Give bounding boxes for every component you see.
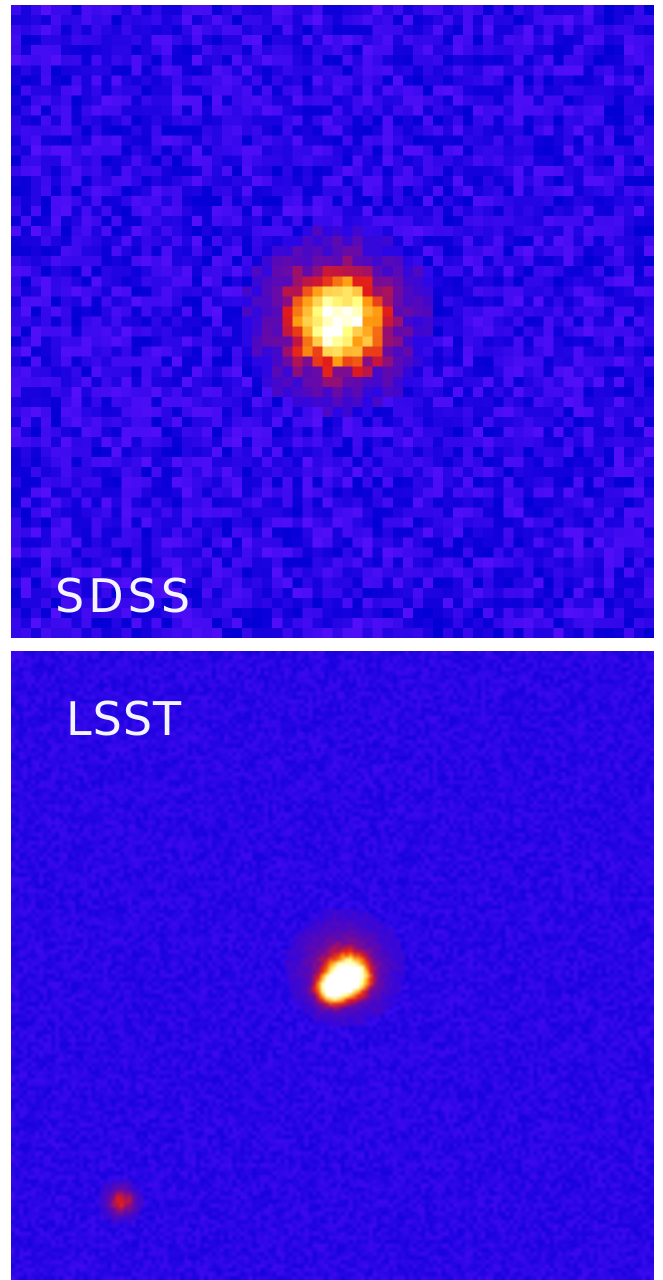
lsst-panel: LSST (11, 651, 654, 1280)
sdss-panel: SDSS (11, 5, 654, 638)
sdss-label: SDSS (55, 569, 195, 623)
lsst-image (11, 651, 654, 1280)
sdss-image (11, 5, 654, 638)
lsst-label: LSST (66, 692, 183, 746)
